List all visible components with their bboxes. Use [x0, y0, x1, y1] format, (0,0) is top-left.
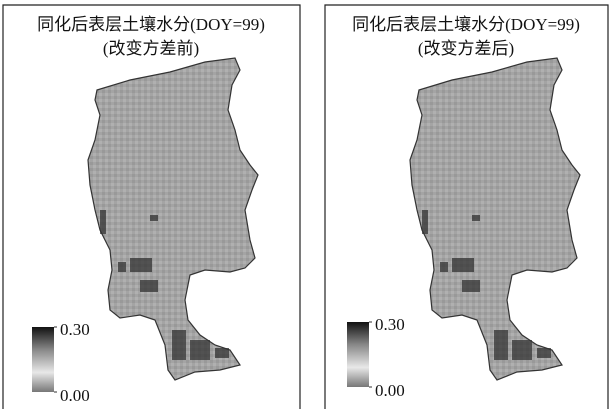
map	[87, 57, 259, 381]
panel-title: 同化后表层土壤水分(DOY=99)	[352, 14, 580, 34]
map	[409, 57, 581, 381]
colorbar-label: 0.30	[60, 320, 90, 339]
panel-subtitle: (改变方差后)	[418, 39, 514, 58]
panel-frames	[2, 4, 609, 409]
colorbar-label: 0.30	[375, 315, 405, 334]
colorbar	[347, 322, 369, 387]
panel-title: 同化后表层土壤水分(DOY=99)	[37, 14, 265, 34]
panel-subtitle: (改变方差前)	[103, 39, 199, 58]
colorbar-label: 0.00	[375, 381, 405, 400]
colorbar-label: 0.00	[60, 386, 90, 405]
colorbar	[32, 327, 54, 392]
